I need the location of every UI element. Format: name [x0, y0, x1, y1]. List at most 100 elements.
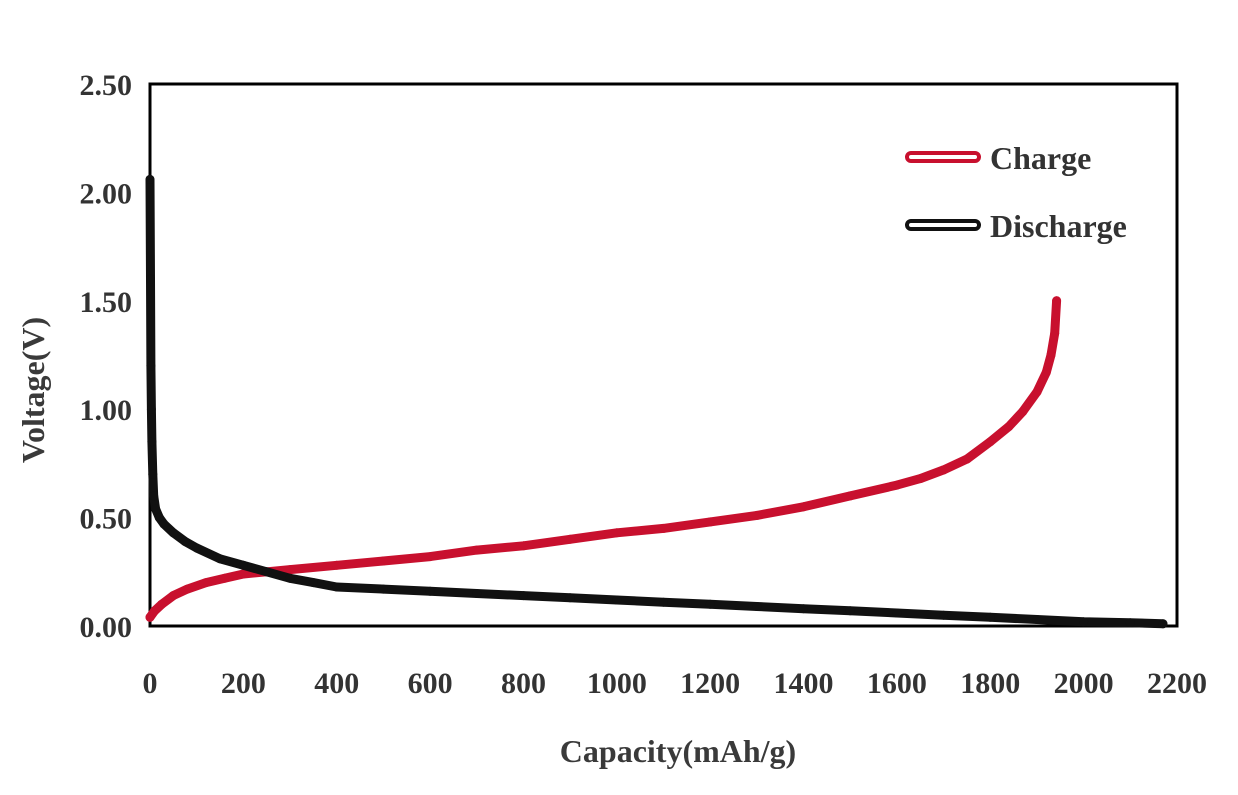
- x-tick-label: 0: [143, 667, 158, 700]
- x-tick-label: 400: [314, 667, 359, 700]
- x-tick-label: 1000: [587, 667, 647, 700]
- charge-data-point: [565, 534, 575, 544]
- discharge-data-point: [262, 567, 272, 577]
- charge-data-point: [238, 569, 248, 579]
- y-axis-ticks: 0.00 0.50 1.00 1.50 2.00 2.50: [80, 69, 133, 644]
- charge-data-point: [157, 599, 167, 609]
- charge-data-point: [519, 541, 528, 551]
- charge-data-point: [201, 578, 211, 588]
- discharge-data-point: [939, 610, 949, 620]
- x-tick-label: 1800: [960, 667, 1020, 700]
- charge-data-point: [752, 510, 762, 520]
- charge-data-point: [1052, 296, 1062, 306]
- charge-data-point: [962, 454, 972, 464]
- discharge-data-point: [285, 573, 295, 583]
- charge-data-point: [168, 591, 178, 601]
- discharge-data-point: [705, 599, 715, 609]
- charge-data-point: [1050, 328, 1060, 338]
- charge-data-point: [659, 523, 668, 533]
- discharge-legend-swatch: [905, 219, 981, 231]
- y-tick-label: 1.00: [80, 394, 133, 427]
- x-axis-ticks: 0 200 400 600 800 1000 1200 1400 1600 1800 2000 220…: [143, 667, 1208, 700]
- discharge-data-point: [1079, 617, 1089, 627]
- charge-data-point: [915, 474, 925, 484]
- charge-data-point: [985, 437, 995, 447]
- discharge-data-point: [168, 528, 178, 538]
- discharge-data-point: [985, 612, 995, 622]
- discharge-data-point: [146, 361, 156, 371]
- discharge-data-point: [159, 519, 169, 529]
- charge-data-point: [1004, 422, 1014, 431]
- charge-data-point: [612, 528, 622, 538]
- charge-data-point: [150, 606, 160, 616]
- charge-data-point: [939, 465, 949, 475]
- discharge-data-point: [1158, 619, 1168, 629]
- charge-data-point: [378, 556, 388, 566]
- x-tick-label: 1200: [680, 667, 740, 700]
- charge-legend-label: Charge: [990, 140, 1091, 176]
- charge-data-point: [705, 517, 715, 527]
- x-tick-label: 200: [221, 667, 266, 700]
- charge-data-point: [1041, 367, 1051, 377]
- discharge-data-point: [1032, 615, 1042, 624]
- discharge-data-point: [147, 437, 157, 447]
- charge-data-point: [220, 573, 230, 583]
- discharge-legend-label: Discharge: [990, 208, 1127, 244]
- charge-data-point: [1032, 387, 1042, 397]
- charge-data-point: [285, 565, 295, 575]
- y-tick-label: 2.00: [80, 177, 133, 210]
- discharge-series-line: [145, 174, 1168, 629]
- charge-data-point: [892, 480, 902, 490]
- discharge-data-point: [192, 543, 202, 553]
- x-tick-label: 800: [501, 667, 546, 700]
- discharge-data-point: [146, 274, 155, 284]
- charge-data-point: [1046, 350, 1056, 360]
- discharge-data-point: [154, 513, 164, 523]
- discharge-data-point: [215, 554, 225, 564]
- discharge-data-point: [659, 597, 668, 607]
- discharge-data-point: [1125, 618, 1135, 628]
- discharge-data-point: [308, 578, 318, 588]
- x-tick-label: 1600: [867, 667, 927, 700]
- y-tick-label: 0.00: [80, 611, 133, 644]
- charge-series-line: [145, 296, 1062, 622]
- discharge-data-point: [845, 606, 855, 616]
- charge-data-point: [1018, 406, 1028, 416]
- legend: Charge Discharge: [905, 140, 1127, 244]
- discharge-data-point: [145, 174, 155, 184]
- discharge-data-point: [148, 469, 158, 479]
- discharge-data-point: [149, 491, 159, 501]
- charge-data-point: [799, 502, 808, 512]
- charge-data-point: [145, 612, 155, 622]
- y-tick-label: 2.50: [80, 69, 133, 102]
- x-tick-label: 600: [408, 667, 453, 700]
- x-tick-label: 2000: [1054, 667, 1114, 700]
- charge-data-point: [472, 545, 482, 555]
- discharge-data-point: [519, 591, 528, 601]
- discharge-data-point: [378, 584, 388, 594]
- y-tick-label: 1.50: [80, 286, 133, 319]
- y-tick-label: 0.50: [80, 503, 133, 536]
- discharge-data-point: [892, 608, 902, 618]
- discharge-data-point: [799, 604, 808, 614]
- x-tick-label: 2200: [1147, 667, 1207, 700]
- discharge-data-point: [565, 593, 575, 603]
- discharge-data-point: [425, 586, 435, 596]
- discharge-data-point: [238, 560, 248, 570]
- charge-data-point: [332, 560, 342, 570]
- discharge-data-point: [752, 602, 762, 611]
- charge-data-point: [182, 584, 192, 594]
- x-tick-label: 1400: [774, 667, 834, 700]
- discharge-data-point: [180, 536, 190, 546]
- discharge-data-point: [472, 589, 482, 598]
- discharge-data-point: [612, 595, 622, 605]
- x-axis-title: Capacity(mAh/g): [560, 733, 796, 769]
- charge-data-point: [425, 552, 435, 562]
- discharge-data-point: [151, 504, 161, 514]
- series-layer: [145, 174, 1168, 629]
- charge-legend-swatch: [905, 151, 981, 163]
- discharge-data-point: [146, 404, 156, 414]
- y-axis-title: Voltage(V): [15, 317, 51, 463]
